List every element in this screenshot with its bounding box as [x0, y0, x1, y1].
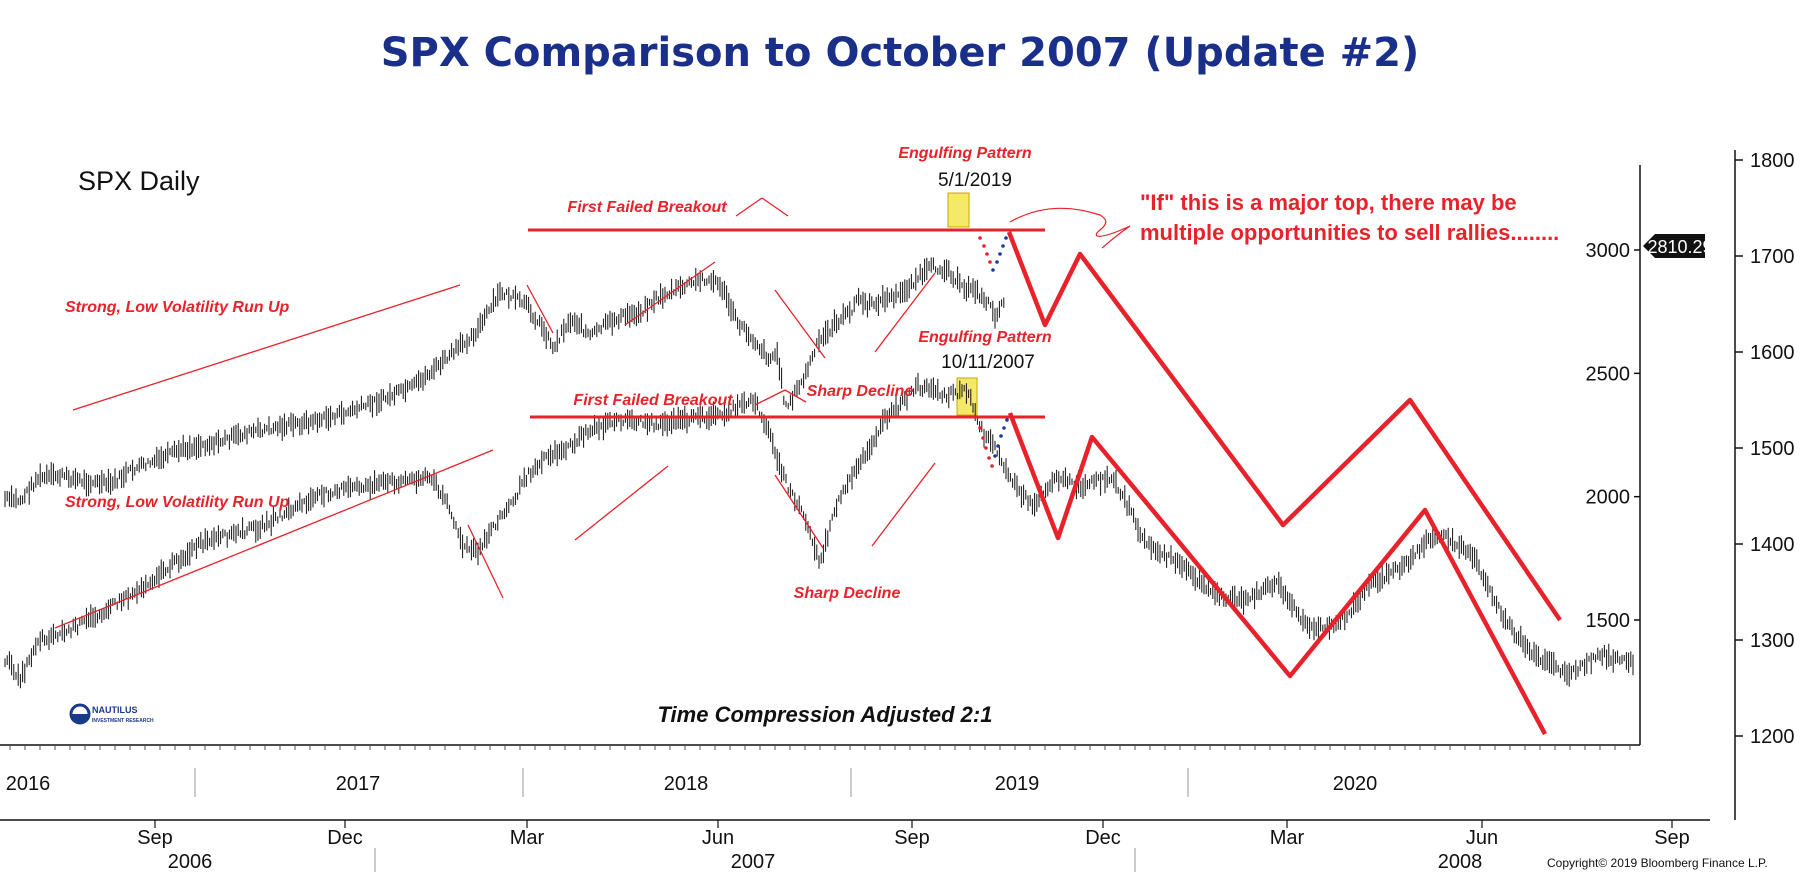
left-tick-label: 2500 [1586, 363, 1631, 385]
projection-dot [984, 446, 988, 450]
projection-dot [987, 456, 991, 460]
sharp-decline-right-2007 [871, 462, 936, 547]
nautilus-logo: NAUTILUS INVESTMENT RESEARCH [69, 703, 154, 725]
projection-dot [981, 436, 985, 440]
svg-text:INVESTMENT RESEARCH: INVESTMENT RESEARCH [92, 718, 154, 724]
panel-label: SPX Daily [78, 166, 200, 196]
bottom-year-label: 2008 [1438, 851, 1483, 873]
sharp-decline-left-2007 [774, 474, 824, 549]
projection-dot [1005, 418, 1009, 422]
note-line-1: "If" this is a major top, there may be [1140, 190, 1517, 215]
price-series-2007 [4, 372, 1634, 689]
note-callout-bracket [1009, 207, 1131, 249]
projection-zigzag-2019 [1006, 231, 1562, 622]
projection-dot [1004, 236, 1008, 240]
decline-line-1-2007 [467, 524, 504, 599]
bottom-month-label: Sep [137, 827, 173, 849]
current-value-tag: 2810.29 [1643, 234, 1713, 258]
sharp-decline-right-2019 [874, 272, 936, 353]
sharp-decline-label-2019: Sharp Decline [807, 383, 914, 400]
projection-dot [1002, 426, 1006, 430]
svg-text:2810.29: 2810.29 [1647, 237, 1712, 257]
chart-title: SPX Comparison to October 2007 (Update #… [380, 30, 1420, 76]
projection-dot [978, 426, 982, 430]
top-year-axis: 2016 2017 2018 2019 2020 [6, 745, 1631, 797]
svg-text:NAUTILUS: NAUTILUS [92, 705, 138, 715]
decline-line-1-2019 [526, 284, 554, 334]
projection-dot [991, 268, 995, 272]
copyright: Copyright© 2019 Bloomberg Finance L.P. [1547, 856, 1768, 870]
left-tick-label: 3000 [1586, 240, 1631, 262]
projection-dot [996, 444, 1000, 448]
right-tick-label: 1500 [1750, 438, 1795, 460]
top-year-label: 2017 [336, 773, 381, 795]
left-scale-ticks: 1500 2000 2500 3000 [1586, 240, 1640, 632]
right-tick-label: 1200 [1750, 726, 1795, 748]
projection-zigzag-2007 [1007, 412, 1547, 736]
runup-label-2019: Strong, Low Volatility Run Up [65, 299, 290, 316]
projection-dot [995, 260, 999, 264]
projection-dot [978, 236, 982, 240]
top-year-label: 2018 [664, 773, 709, 795]
peak-right-2019 [761, 197, 789, 217]
bottom-year-label: 2006 [168, 851, 213, 873]
bottom-month-label: Mar [1270, 827, 1305, 849]
projection-dot [990, 464, 994, 468]
top-year-label: 2016 [6, 773, 51, 795]
bottom-year-label: 2007 [731, 851, 776, 873]
right-tick-label: 1300 [1750, 630, 1795, 652]
projection-dot [985, 252, 989, 256]
runup-trendline-2007 [54, 449, 494, 629]
left-tick-label: 1500 [1586, 610, 1631, 632]
price-series-2019 [4, 257, 1005, 509]
right-tick-label: 1800 [1750, 150, 1795, 172]
bottom-month-label: Dec [327, 827, 363, 849]
bottom-month-label: Jun [1466, 827, 1498, 849]
engulfing-date-2019: 5/1/2019 [938, 170, 1012, 191]
engulfing-highlight-2019 [947, 192, 970, 228]
right-tick-label: 1700 [1750, 246, 1795, 268]
failed-breakout-label-2019: First Failed Breakout [567, 199, 727, 216]
time-compression-label: Time Compression Adjusted 2:1 [658, 702, 993, 727]
left-tick-label: 2000 [1586, 487, 1631, 509]
engulfing-label-2019: Engulfing Pattern [898, 145, 1032, 162]
projection-dot [988, 260, 992, 264]
price-series [4, 257, 1634, 689]
right-scale-ticks: 1200 1300 1400 1500 1600 1700 1800 [1735, 150, 1795, 748]
dotted-projection [978, 236, 1009, 468]
sharp-decline-left-2019 [774, 289, 826, 359]
sharp-decline-label-2007: Sharp Decline [794, 585, 901, 602]
projection-dot [998, 252, 1002, 256]
recovery-line-1-2007 [574, 465, 669, 541]
bottom-month-label: Jun [702, 827, 734, 849]
projection-dot [993, 454, 997, 458]
right-tick-label: 1600 [1750, 342, 1795, 364]
engulfing-date-2007: 10/11/2007 [941, 352, 1035, 373]
bottom-month-label: Mar [510, 827, 545, 849]
bottom-month-label: Sep [894, 827, 930, 849]
recovery-line-1-2019 [624, 261, 716, 326]
peak-left-2007 [754, 389, 786, 406]
note-line-2: multiple opportunities to sell rallies..… [1140, 220, 1559, 245]
runup-label-2007: Strong, Low Volatility Run Up [65, 494, 290, 511]
peak-left-2019 [735, 197, 763, 217]
engulfing-label-2007: Engulfing Pattern [918, 329, 1052, 346]
bottom-month-label: Sep [1654, 827, 1690, 849]
peak-right-2007 [784, 389, 807, 403]
projection-dot [1001, 244, 1005, 248]
top-year-label: 2019 [995, 773, 1040, 795]
bottom-month-label: Dec [1085, 827, 1121, 849]
projection-dot [999, 434, 1003, 438]
top-year-label: 2020 [1333, 773, 1378, 795]
runup-trendline-2019 [72, 284, 461, 411]
right-tick-label: 1400 [1750, 534, 1795, 556]
failed-breakout-label-2007: First Failed Breakout [573, 392, 733, 409]
projection-dot [982, 244, 986, 248]
